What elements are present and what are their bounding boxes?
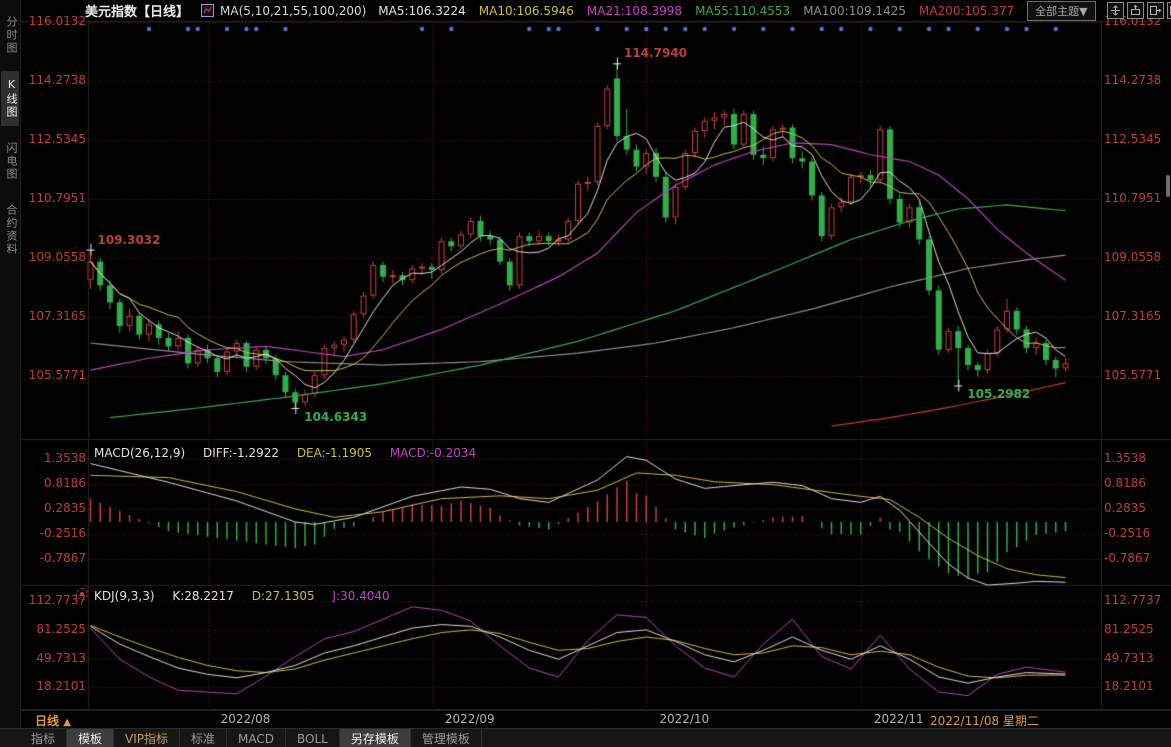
price-annotation: 114.7940 bbox=[624, 46, 688, 61]
price-axis-label: 110.7951 bbox=[28, 191, 86, 205]
macd-axis-label: -0.2516 bbox=[1104, 526, 1151, 540]
scrollbar-thumb[interactable] bbox=[1166, 175, 1170, 197]
macd-axis-label: 0.8186 bbox=[44, 476, 86, 490]
bottom-tab-vip-indicators[interactable]: VIP指标 bbox=[114, 729, 181, 747]
kdj-axis-label: 49.7313 bbox=[1104, 651, 1154, 665]
current-date-label: 2022/11/08 星期二 bbox=[930, 714, 1039, 728]
ma-value-label: MA200:105.377 bbox=[918, 3, 1015, 18]
macd-axis-label: 1.3538 bbox=[44, 451, 86, 465]
bottom-tab-bar: 指标 模板 VIP指标 标准 MACD BOLL 另存模板 管理模板 bbox=[0, 728, 1171, 747]
month-label: 2022/10 bbox=[659, 712, 710, 726]
price-axis-label: 114.2738 bbox=[28, 73, 86, 87]
kdj-header: KDJ(9,3,3) K:28.2217 D:27.1305 J:30.4040 bbox=[94, 589, 390, 603]
ma-value-label: MA21:108.3998 bbox=[586, 3, 683, 18]
symbol-title: 美元指数【日线】 bbox=[85, 5, 190, 20]
price-annotation: 109.3032 bbox=[97, 232, 161, 247]
period-selector[interactable]: 日线 ▲ bbox=[35, 714, 71, 728]
bottom-tab-manage-templates[interactable]: 管理模板 bbox=[411, 729, 482, 747]
month-label: 2022/11 bbox=[873, 712, 924, 726]
price-axis-label: 107.3165 bbox=[28, 309, 86, 323]
sidebar-item-contract-info[interactable]: 合约资料 bbox=[5, 204, 18, 256]
bottom-tab-indicators[interactable]: 指标 bbox=[20, 729, 68, 747]
sidebar-item-kline-chart[interactable]: K线图 bbox=[1, 71, 19, 126]
macd-header: MACD(26,12,9) DIFF:-1.2922 DEA:-1.1905 M… bbox=[94, 446, 476, 460]
kdj-axis-label: 49.7313 bbox=[36, 651, 86, 665]
date-axis-row: 日线 ▲ 2022/08 2022/09 2022/10 2022/11 2022/1… bbox=[20, 710, 1171, 729]
month-label: 2022/08 bbox=[220, 712, 271, 726]
ma-settings-label: MA(5,10,21,55,100,200) bbox=[220, 3, 367, 18]
crosshair-move-icon[interactable] bbox=[1106, 2, 1124, 19]
ma-value-label: MA55:110.4553 bbox=[695, 3, 791, 18]
macd-title: MACD(26,12,9) bbox=[94, 446, 186, 460]
chart-icon bbox=[201, 4, 215, 17]
price-axis-label: 109.0558 bbox=[1104, 250, 1162, 264]
kdj-axis-label: 18.2101 bbox=[36, 679, 86, 693]
kdj-j-value: J:30.4040 bbox=[332, 589, 390, 603]
kdj-axis-label: 81.2525 bbox=[1104, 622, 1154, 636]
price-annotation: 104.6343 bbox=[304, 409, 368, 424]
price-axis-label: 112.5345 bbox=[1104, 132, 1162, 146]
sidebar-item-time-chart[interactable]: 分时图 bbox=[5, 16, 18, 55]
macd-axis-label: 0.8186 bbox=[1104, 476, 1146, 490]
bottom-tab-standard[interactable]: 标准 bbox=[180, 729, 228, 747]
chart-header: 美元指数【日线】 MA(5,10,21,55,100,200) MA5:106.… bbox=[20, 0, 1171, 21]
bottom-tab-boll[interactable]: BOLL bbox=[286, 729, 340, 747]
theme-dropdown-button[interactable]: 全部主题▼ bbox=[1027, 0, 1096, 21]
ma-values: MA5:106.3224 MA10:106.5946 MA21:108.3998 MA… bbox=[378, 4, 1027, 18]
header-toolbar: 全部主题▼ bbox=[1027, 0, 1171, 21]
macd-diff-value: DIFF:-1.2922 bbox=[202, 446, 279, 460]
sidebar-item-flash-chart[interactable]: 闪电图 bbox=[5, 142, 18, 181]
kdj-axis-label: 81.2525 bbox=[36, 622, 86, 636]
kdj-axis-label: 112.7737 bbox=[28, 593, 86, 607]
ma-value-label: MA5:106.3224 bbox=[378, 3, 466, 18]
price-axis-label: 109.0558 bbox=[28, 250, 86, 264]
kdj-k-value: K:28.2217 bbox=[172, 589, 234, 603]
left-sidebar: 分时图 K线图 闪电图 合约资料 bbox=[0, 0, 21, 747]
macd-axis-label: 1.3538 bbox=[1104, 451, 1146, 465]
price-axis-label: 112.5345 bbox=[28, 132, 86, 146]
price-axis-label: 114.2738 bbox=[1104, 73, 1162, 87]
macd-axis-label: -0.2516 bbox=[39, 526, 86, 540]
kdj-title: KDJ(9,3,3) bbox=[94, 589, 155, 603]
bottom-tab-templates[interactable]: 模板 bbox=[67, 729, 115, 747]
price-axis-label: 116.0132 bbox=[28, 14, 86, 28]
price-axis-label: 107.3165 bbox=[1104, 309, 1162, 323]
macd-axis-label: -0.7867 bbox=[1104, 551, 1151, 565]
macd-axis-label: -0.7867 bbox=[39, 551, 86, 565]
macd-axis-label: 0.2835 bbox=[44, 501, 86, 515]
month-label: 2022/09 bbox=[444, 712, 495, 726]
macd-axis-label: 0.2835 bbox=[1104, 501, 1146, 515]
price-axis-label: 105.5771 bbox=[1104, 368, 1162, 382]
bottom-tab-macd[interactable]: MACD bbox=[227, 729, 287, 747]
ma-value-label: MA10:106.5946 bbox=[478, 3, 574, 18]
kdj-axis-label: 112.7737 bbox=[1104, 593, 1162, 607]
exit-icon[interactable] bbox=[1166, 2, 1171, 19]
pane-right-icon[interactable] bbox=[1146, 2, 1164, 19]
ma-value-label: MA100:109.1425 bbox=[803, 3, 906, 18]
bottom-tab-save-template[interactable]: 另存模板 bbox=[339, 729, 411, 747]
indicator-settings-icon[interactable] bbox=[76, 588, 88, 600]
kdj-axis-label: 18.2101 bbox=[1104, 679, 1154, 693]
macd-value: MACD:-0.2034 bbox=[389, 446, 477, 460]
macd-dea-value: DEA:-1.1905 bbox=[296, 446, 372, 460]
pane-up-icon[interactable] bbox=[1126, 2, 1144, 19]
kdj-d-value: D:27.1305 bbox=[251, 589, 315, 603]
price-axis-label: 110.7951 bbox=[1104, 191, 1162, 205]
price-annotation: 105.2982 bbox=[967, 387, 1031, 402]
price-axis-label: 105.5771 bbox=[28, 368, 86, 382]
